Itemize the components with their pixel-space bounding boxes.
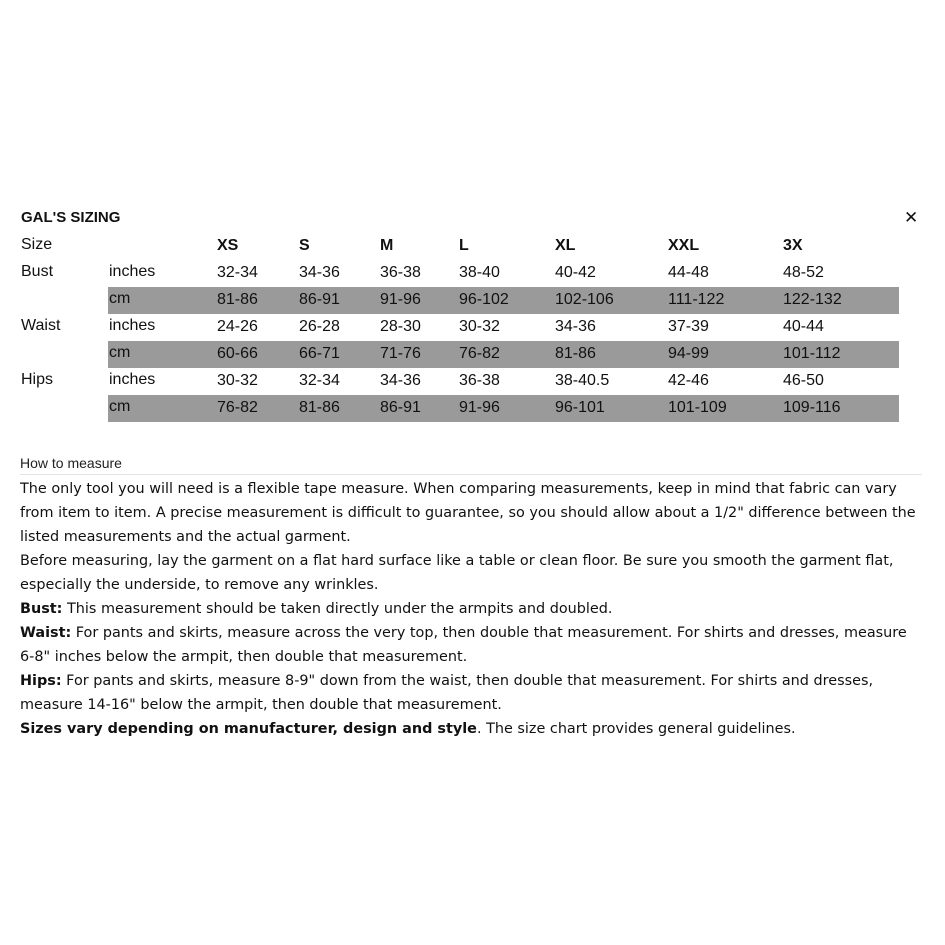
table-cell: 34-36 (555, 318, 596, 335)
bold-label: Bust: (20, 601, 63, 617)
how-to-measure-heading: How to measure (20, 455, 122, 471)
table-cell: 101-112 (783, 345, 841, 362)
table-cell: 30-32 (459, 318, 500, 335)
divider (20, 474, 922, 475)
table-cell: 94-99 (668, 345, 709, 362)
paragraph-text: For pants and skirts, measure across the… (20, 625, 907, 665)
table-cell: 42-46 (668, 372, 709, 389)
table-cell: 102-106 (555, 291, 614, 308)
size-label: Size (21, 236, 53, 253)
table-cell: 48-52 (783, 264, 824, 281)
table-cell: 32-34 (299, 372, 340, 389)
size-header: XXL (668, 237, 700, 254)
table-cell: 96-101 (555, 399, 605, 416)
unit-label: inches (109, 371, 156, 388)
table-cell: 71-76 (380, 345, 421, 362)
table-cell: 86-91 (380, 399, 421, 416)
size-header: 3X (783, 237, 803, 254)
table-cell: 91-96 (380, 291, 421, 308)
paragraph-text: This measurement should be taken directl… (62, 601, 613, 617)
bold-label: Hips: (20, 673, 62, 689)
measure-label: Hips (21, 371, 54, 388)
table-cell: 37-39 (668, 318, 709, 335)
paragraph-text: For pants and skirts, measure 8-9" down … (20, 673, 874, 713)
table-cell: 101-109 (668, 399, 727, 416)
measure-label: Waist (21, 317, 61, 334)
table-cell: 32-34 (217, 264, 258, 281)
paragraph: Before measuring, lay the garment on a f… (20, 549, 925, 597)
table-row-band (108, 341, 899, 368)
table-cell: 122-132 (783, 291, 842, 308)
paragraph: Hips: For pants and skirts, measure 8-9"… (20, 669, 925, 717)
table-cell: 76-82 (217, 399, 258, 416)
paragraph-text: Before measuring, lay the garment on a f… (20, 553, 894, 593)
unit-label: inches (109, 263, 156, 280)
unit-label: cm (109, 344, 131, 361)
table-cell: 40-42 (555, 264, 596, 281)
table-cell: 38-40.5 (555, 372, 610, 389)
size-header: S (299, 237, 310, 254)
close-icon[interactable]: ✕ (904, 208, 919, 227)
table-cell: 60-66 (217, 345, 258, 362)
table-cell: 34-36 (380, 372, 421, 389)
table-cell: 40-44 (783, 318, 824, 335)
measure-label: Bust (21, 263, 54, 280)
table-cell: 38-40 (459, 264, 500, 281)
size-header: L (459, 237, 469, 254)
page-title: GAL'S SIZING (21, 209, 121, 226)
table-cell: 86-91 (299, 291, 340, 308)
table-cell: 34-36 (299, 264, 340, 281)
paragraph-text: The only tool you will need is a flexibl… (20, 481, 916, 545)
table-cell: 44-48 (668, 264, 709, 281)
table-row-band (108, 287, 899, 314)
paragraph: Waist: For pants and skirts, measure acr… (20, 621, 925, 669)
table-row-band (108, 395, 899, 422)
table-cell: 28-30 (380, 318, 421, 335)
unit-label: cm (109, 290, 131, 307)
paragraph: Sizes vary depending on manufacturer, de… (20, 717, 925, 741)
unit-label: cm (109, 398, 131, 415)
table-cell: 96-102 (459, 291, 509, 308)
table-cell: 81-86 (299, 399, 340, 416)
bold-label: Waist: (20, 625, 72, 641)
table-cell: 24-26 (217, 318, 258, 335)
table-cell: 111-122 (668, 291, 725, 308)
table-cell: 30-32 (217, 372, 258, 389)
table-cell: 91-96 (459, 399, 500, 416)
how-to-measure-text: The only tool you will need is a flexibl… (20, 477, 925, 741)
table-cell: 66-71 (299, 345, 340, 362)
table-cell: 36-38 (380, 264, 421, 281)
table-cell: 36-38 (459, 372, 500, 389)
table-cell: 81-86 (217, 291, 258, 308)
paragraph-text: . The size chart provides general guidel… (476, 721, 796, 737)
table-cell: 76-82 (459, 345, 500, 362)
table-cell: 46-50 (783, 372, 824, 389)
size-header: XS (217, 237, 239, 254)
table-cell: 109-116 (783, 399, 841, 416)
size-header: M (380, 237, 394, 254)
paragraph: Bust: This measurement should be taken d… (20, 597, 925, 621)
table-cell: 26-28 (299, 318, 340, 335)
size-header: XL (555, 237, 576, 254)
paragraph: The only tool you will need is a flexibl… (20, 477, 925, 549)
bold-label: Sizes vary depending on manufacturer, de… (20, 721, 477, 737)
unit-label: inches (109, 317, 156, 334)
table-cell: 81-86 (555, 345, 596, 362)
